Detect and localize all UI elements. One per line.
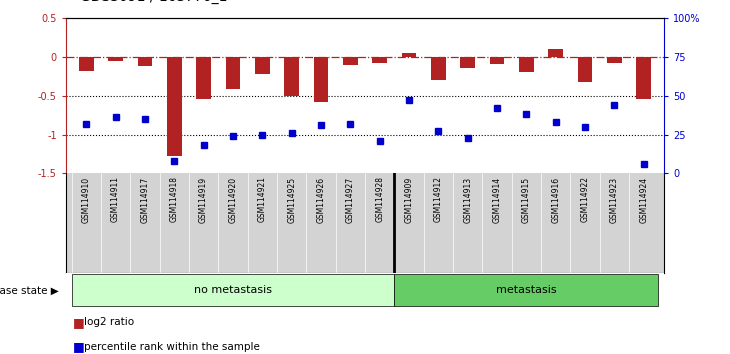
Text: GSM114910: GSM114910: [82, 176, 91, 223]
Text: metastasis: metastasis: [496, 285, 557, 295]
Bar: [431, 57, 446, 80]
Bar: [167, 57, 182, 156]
Bar: [79, 57, 93, 71]
Text: GSM114913: GSM114913: [464, 176, 472, 223]
Text: GSM114916: GSM114916: [551, 176, 560, 223]
Bar: [372, 57, 387, 63]
Text: GSM114909: GSM114909: [404, 176, 413, 223]
Text: GSM114926: GSM114926: [317, 176, 326, 223]
Bar: [394, 274, 658, 306]
Text: ■: ■: [73, 341, 85, 353]
Bar: [314, 57, 328, 102]
Text: GSM114925: GSM114925: [287, 176, 296, 223]
Text: GSM114927: GSM114927: [346, 176, 355, 223]
Text: GSM114924: GSM114924: [639, 176, 648, 223]
Text: disease state ▶: disease state ▶: [0, 285, 58, 295]
Bar: [519, 57, 534, 72]
Bar: [607, 57, 622, 63]
Text: GSM114914: GSM114914: [493, 176, 502, 223]
Bar: [637, 57, 651, 99]
Text: GSM114928: GSM114928: [375, 176, 384, 222]
Text: GSM114920: GSM114920: [228, 176, 237, 223]
Bar: [196, 57, 211, 99]
Bar: [137, 57, 153, 66]
Text: GDS3091 / 163770_1: GDS3091 / 163770_1: [80, 0, 228, 4]
Text: no metastasis: no metastasis: [194, 285, 272, 295]
Text: GSM114922: GSM114922: [580, 176, 590, 222]
Text: log2 ratio: log2 ratio: [84, 317, 134, 327]
Bar: [577, 57, 593, 81]
Bar: [548, 49, 563, 57]
Text: GSM114919: GSM114919: [199, 176, 208, 223]
Bar: [490, 57, 504, 64]
Text: ■: ■: [73, 316, 85, 329]
Text: GSM114918: GSM114918: [170, 176, 179, 222]
Bar: [226, 57, 240, 89]
Bar: [72, 274, 394, 306]
Text: GSM114921: GSM114921: [258, 176, 266, 222]
Text: GSM114923: GSM114923: [610, 176, 619, 223]
Text: percentile rank within the sample: percentile rank within the sample: [84, 342, 260, 352]
Text: GSM114917: GSM114917: [140, 176, 150, 223]
Bar: [255, 57, 269, 74]
Bar: [402, 53, 416, 57]
Bar: [108, 57, 123, 61]
Bar: [284, 57, 299, 96]
Text: GSM114912: GSM114912: [434, 176, 443, 222]
Bar: [461, 57, 475, 68]
Text: GSM114911: GSM114911: [111, 176, 120, 222]
Bar: [343, 57, 358, 65]
Text: GSM114915: GSM114915: [522, 176, 531, 223]
